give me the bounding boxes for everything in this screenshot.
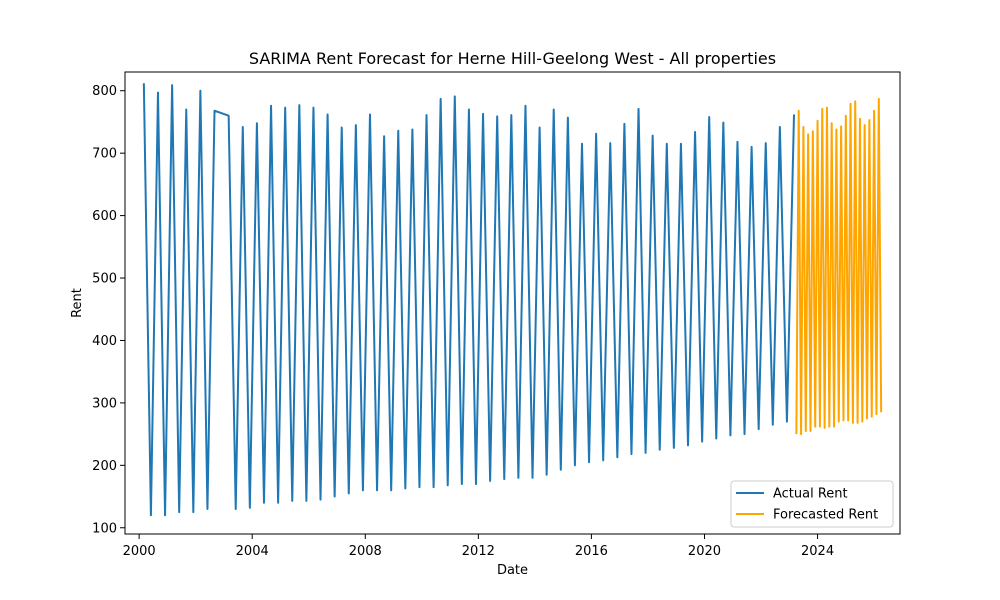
x-tick-label: 2016 bbox=[575, 544, 608, 559]
y-tick-label: 600 bbox=[92, 209, 117, 224]
legend: Actual Rent Forecasted Rent bbox=[730, 480, 894, 528]
y-tick-label: 200 bbox=[92, 459, 117, 474]
x-tick-label: 2004 bbox=[236, 544, 269, 559]
x-axis-title: Date bbox=[497, 563, 528, 578]
y-axis: 100 200 300 400 500 600 700 800 bbox=[92, 84, 125, 536]
y-tick-label: 700 bbox=[92, 147, 117, 162]
y-tick-label: 300 bbox=[92, 396, 117, 411]
legend-label-actual-rent: Actual Rent bbox=[773, 487, 848, 502]
y-tick-label: 400 bbox=[92, 334, 117, 349]
plot-area bbox=[142, 83, 883, 517]
y-axis-title: Rent bbox=[70, 288, 85, 318]
series-line-actual-rent bbox=[142, 83, 795, 517]
y-tick-label: 800 bbox=[92, 84, 117, 99]
legend-box bbox=[730, 480, 894, 528]
x-tick-label: 2008 bbox=[349, 544, 382, 559]
series-line-forecasted-rent bbox=[795, 97, 883, 436]
chart-title: SARIMA Rent Forecast for Herne Hill-Geel… bbox=[249, 49, 776, 68]
x-tick-label: 2000 bbox=[123, 544, 156, 559]
y-tick-label: 500 bbox=[92, 272, 117, 287]
y-tick-label: 100 bbox=[92, 521, 117, 536]
x-axis: 2000 2004 2008 2012 2016 2020 2024 bbox=[123, 534, 834, 559]
legend-label-forecasted-rent: Forecasted Rent bbox=[773, 508, 878, 523]
x-tick-label: 2020 bbox=[688, 544, 721, 559]
x-tick-label: 2024 bbox=[801, 544, 834, 559]
plot-frame bbox=[124, 71, 901, 535]
x-tick-label: 2012 bbox=[462, 544, 495, 559]
